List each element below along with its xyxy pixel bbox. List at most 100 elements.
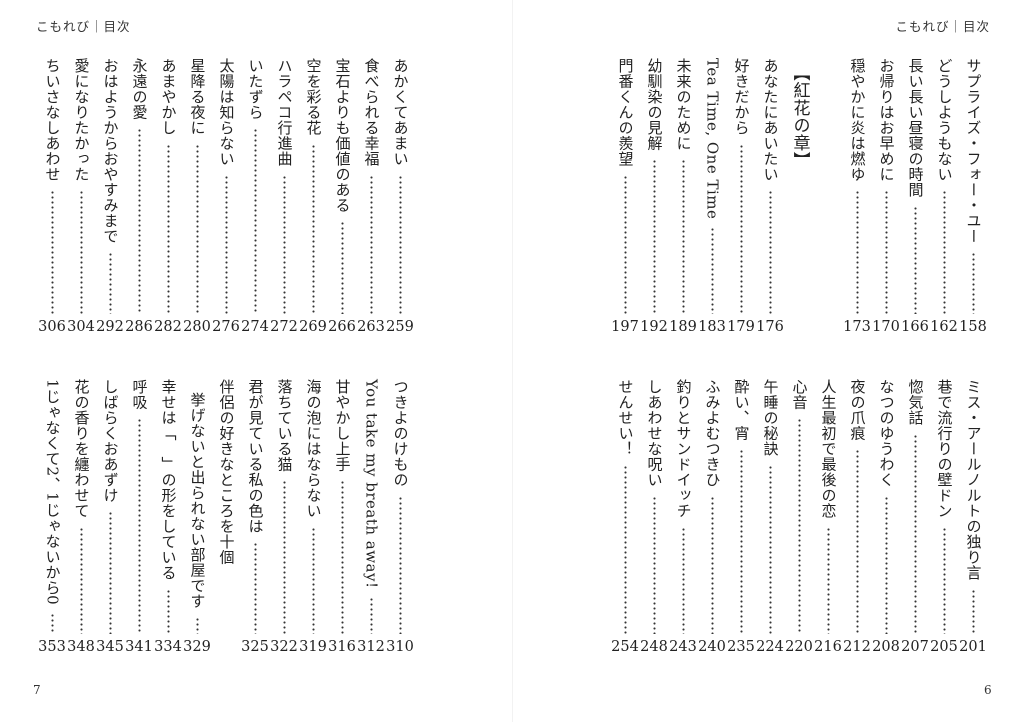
- toc-entry-page-number: 189: [669, 319, 697, 335]
- toc-entry-page-number: 183: [698, 319, 726, 335]
- toc-entry-title: You take my breath away!: [362, 379, 381, 589]
- toc-entry[interactable]: 好きだから: [727, 58, 756, 314]
- dot-leader: [739, 449, 743, 634]
- dot-leader: [50, 190, 54, 314]
- chapter-heading: 【紅花の章】: [785, 64, 814, 169]
- dot-leader: [50, 613, 54, 634]
- toc-entry[interactable]: 長い長い昼寝の時間: [901, 58, 930, 314]
- toc-entry[interactable]: サプライズ・フォー・ユー: [959, 58, 988, 314]
- toc-entry-title: おはようからおやすみまで: [101, 58, 120, 244]
- dot-leader: [282, 174, 286, 314]
- toc-entry-page-number: 345: [96, 639, 124, 655]
- toc-entry[interactable]: 伴侶の好きなところを十個: [212, 379, 241, 634]
- toc-entry-title: 太陽は知らない: [217, 58, 236, 167]
- toc-entry-page-number: 272: [270, 319, 298, 335]
- toc-entry[interactable]: ちいさなしあわせ: [38, 58, 67, 314]
- toc-entry-page-number: 304: [67, 319, 95, 335]
- toc-entry[interactable]: 心音: [785, 379, 814, 634]
- dot-leader: [971, 252, 975, 314]
- toc-entry[interactable]: どうしようもない: [930, 58, 959, 314]
- toc-entry[interactable]: 星降る夜に: [183, 58, 212, 314]
- toc-entry[interactable]: You take my breath away!: [357, 379, 386, 634]
- toc-entry[interactable]: 君が見ている私の色は: [241, 379, 270, 634]
- toc-entry-page-number: 280: [183, 319, 211, 335]
- dot-leader: [369, 596, 373, 634]
- toc-entry[interactable]: お帰りはお早めに: [872, 58, 901, 314]
- toc-entry[interactable]: しあわせな呪い: [640, 379, 669, 634]
- toc-entry[interactable]: 穏やかに炎は燃ゆ: [843, 58, 872, 314]
- toc-entry[interactable]: しばらくおあずけ: [96, 379, 125, 634]
- toc-entry[interactable]: 愛になりたかった: [67, 58, 96, 314]
- toc-entry-page-number: 282: [154, 319, 182, 335]
- toc-entry[interactable]: ハラペコ行進曲: [270, 58, 299, 314]
- toc-entry[interactable]: 未来のために: [669, 58, 698, 314]
- toc-entry-title: 1じゃなくて2、1じゃないから0: [43, 379, 62, 606]
- dot-leader: [137, 128, 141, 314]
- toc-entry[interactable]: いたずら: [241, 58, 270, 314]
- toc-entry[interactable]: 呼吸: [125, 379, 154, 634]
- toc-entry[interactable]: 永遠の愛: [125, 58, 154, 314]
- dot-leader: [623, 174, 627, 314]
- toc-entry-title: 好きだから: [732, 58, 751, 136]
- toc-entry-title: 心音: [790, 379, 809, 410]
- toc-entry[interactable]: 海の泡にはならない: [299, 379, 328, 634]
- toc-entry[interactable]: 巷で流行りの壁ドン: [930, 379, 959, 634]
- toc-entry[interactable]: 惚気話: [901, 379, 930, 634]
- dot-leader: [79, 526, 83, 634]
- toc-entry[interactable]: 太陽は知らない: [212, 58, 241, 314]
- dot-leader: [855, 449, 859, 634]
- toc-entry[interactable]: 人生最初で最後の恋: [814, 379, 843, 634]
- toc-entry[interactable]: おはようからおやすみまで: [96, 58, 125, 314]
- toc-entry-page-number: 348: [67, 639, 95, 655]
- dot-leader: [195, 143, 199, 314]
- toc-entry[interactable]: 1じゃなくて2、1じゃないから0: [38, 379, 67, 634]
- toc-entry[interactable]: 幸せは「 」の形をしている: [154, 379, 183, 634]
- dot-leader: [855, 190, 859, 314]
- dot-leader: [681, 526, 685, 634]
- toc-entry-title: 幼馴染の見解: [645, 58, 664, 151]
- toc-entry[interactable]: 花の香りを纏わせて: [67, 379, 96, 634]
- toc-entry[interactable]: 宝石よりも価値のある: [328, 58, 357, 314]
- toc-entry[interactable]: 門番くんの羨望: [611, 58, 640, 314]
- toc-entry[interactable]: 幼馴染の見解: [640, 58, 669, 314]
- page-gutter: [512, 0, 513, 722]
- toc-entry-title: 未来のために: [674, 58, 693, 151]
- running-head-right: こもれび｜目次: [895, 19, 990, 34]
- toc-entry[interactable]: 挙げないと出られない部屋です: [183, 379, 212, 634]
- toc-entry[interactable]: あまやかし: [154, 58, 183, 314]
- toc-entry[interactable]: Tea Time, One Time: [698, 58, 727, 314]
- toc-entry[interactable]: つきよのけもの: [386, 379, 415, 634]
- toc-entry-title: どうしようもない: [935, 58, 954, 182]
- toc-entry-page-number: 162: [930, 319, 958, 335]
- toc-entry-title: しばらくおあずけ: [101, 379, 120, 503]
- toc-entry[interactable]: 落ちている猫: [270, 379, 299, 634]
- toc-entry[interactable]: 空を彩る花: [299, 58, 328, 314]
- toc-entry[interactable]: あかくてあまい: [386, 58, 415, 314]
- toc-entry-page-number: 319: [299, 639, 327, 655]
- toc-entry[interactable]: ふみよむつきひ: [698, 379, 727, 634]
- toc-entry-page-number: 306: [38, 319, 66, 335]
- toc-entry-title: 長い長い昼寝の時間: [906, 58, 925, 198]
- toc-entry[interactable]: せんせい！: [611, 379, 640, 634]
- toc-entry-title: Tea Time, One Time: [703, 58, 722, 220]
- toc-entry-title: 釣りとサンドイッチ: [674, 379, 693, 519]
- toc-entry-page-number: 292: [96, 319, 124, 335]
- toc-entry[interactable]: 夜の爪痕: [843, 379, 872, 634]
- toc-entry-title: いたずら: [246, 58, 265, 120]
- toc-entry[interactable]: 釣りとサンドイッチ: [669, 379, 698, 634]
- toc-entry-title: しあわせな呪い: [645, 379, 664, 488]
- dot-leader: [826, 526, 830, 634]
- toc-entry-page-number: 207: [901, 639, 929, 655]
- toc-entry[interactable]: 甘やかし上手: [328, 379, 357, 634]
- toc-entry-title: 愛になりたかった: [72, 58, 91, 182]
- toc-entry[interactable]: 食べられる幸福: [357, 58, 386, 314]
- toc-entry-title: 夜の爪痕: [848, 379, 867, 441]
- toc-entry[interactable]: ミス・アールノルトの独り言: [959, 379, 988, 634]
- toc-entry[interactable]: あなたにあいたい: [756, 58, 785, 314]
- toc-entry[interactable]: 午睡の秘訣: [756, 379, 785, 634]
- dot-leader: [311, 526, 315, 634]
- toc-entry[interactable]: 酔い、宵: [727, 379, 756, 634]
- toc-entry[interactable]: なつのゆうわく: [872, 379, 901, 634]
- dot-leader: [652, 495, 656, 634]
- dot-leader: [311, 143, 315, 314]
